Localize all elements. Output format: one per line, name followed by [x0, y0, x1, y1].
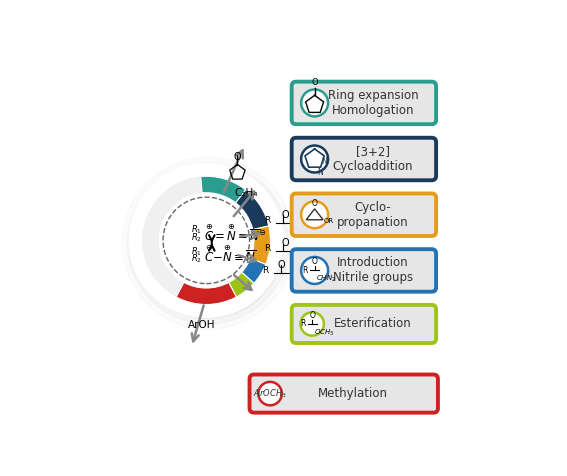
Text: Cyclo-
propanation: Cyclo- propanation — [337, 201, 409, 229]
Text: [3+2]
Cycloaddition: [3+2] Cycloaddition — [333, 145, 413, 173]
Text: $R_2$: $R_2$ — [191, 231, 202, 244]
Text: O: O — [312, 198, 318, 208]
Text: Ring expansion
Homologation: Ring expansion Homologation — [328, 89, 418, 117]
Circle shape — [301, 146, 328, 172]
Text: Introduction
Nitrile groups: Introduction Nitrile groups — [333, 257, 413, 285]
Wedge shape — [201, 176, 246, 203]
Wedge shape — [176, 282, 236, 305]
FancyBboxPatch shape — [291, 138, 436, 180]
Text: Esterification: Esterification — [334, 317, 412, 330]
Circle shape — [128, 163, 289, 324]
Text: OR: OR — [294, 218, 307, 228]
Text: O: O — [281, 238, 289, 248]
FancyBboxPatch shape — [291, 305, 436, 343]
Text: O: O — [234, 152, 241, 162]
Circle shape — [163, 197, 249, 284]
Circle shape — [133, 168, 284, 318]
Text: OR: OR — [324, 218, 334, 225]
Wedge shape — [251, 226, 270, 264]
Text: ArOH: ArOH — [188, 320, 215, 330]
Text: $R_1$: $R_1$ — [191, 245, 202, 258]
Wedge shape — [229, 272, 254, 297]
Text: R: R — [264, 244, 270, 253]
Text: R: R — [263, 267, 269, 276]
Text: O: O — [311, 78, 318, 87]
Text: O: O — [312, 257, 318, 266]
Text: $\overset{\ominus}{C}{-}\overset{\oplus}{N}{\equiv}\overline{N}$: $\overset{\ominus}{C}{-}\overset{\oplus}… — [205, 245, 256, 266]
Text: $R_1$: $R_1$ — [191, 223, 202, 236]
Wedge shape — [242, 258, 266, 283]
Text: OH: OH — [290, 269, 304, 278]
FancyBboxPatch shape — [291, 249, 436, 292]
Wedge shape — [236, 190, 269, 229]
FancyBboxPatch shape — [249, 375, 438, 413]
Circle shape — [259, 382, 282, 406]
Circle shape — [301, 257, 328, 284]
Text: R: R — [301, 319, 306, 328]
Text: $R_2$: $R_2$ — [191, 252, 202, 265]
Text: O: O — [278, 260, 285, 270]
Text: Cl: Cl — [294, 248, 303, 257]
Text: O: O — [281, 210, 289, 220]
Wedge shape — [142, 177, 202, 297]
Text: Methylation: Methylation — [318, 387, 388, 400]
Circle shape — [301, 312, 324, 336]
FancyBboxPatch shape — [291, 82, 436, 124]
Text: C₂H₄: C₂H₄ — [234, 188, 257, 198]
Text: $OCH_3$: $OCH_3$ — [314, 327, 335, 338]
Circle shape — [129, 163, 284, 317]
Text: $CHN_2$: $CHN_2$ — [316, 273, 336, 284]
FancyBboxPatch shape — [291, 193, 436, 236]
Text: R: R — [303, 266, 308, 275]
Circle shape — [301, 201, 328, 228]
Text: O: O — [309, 310, 315, 319]
Text: $\overset{\oplus}{C}{=}\overset{\oplus}{N}{=}\overline{N}^{\ominus}$: $\overset{\oplus}{C}{=}\overset{\oplus}{… — [205, 223, 267, 244]
Text: N: N — [321, 157, 327, 166]
Text: R: R — [264, 216, 270, 225]
Text: $ArOCH_3$: $ArOCH_3$ — [253, 387, 287, 400]
Circle shape — [301, 89, 328, 117]
Text: N: N — [318, 169, 323, 177]
